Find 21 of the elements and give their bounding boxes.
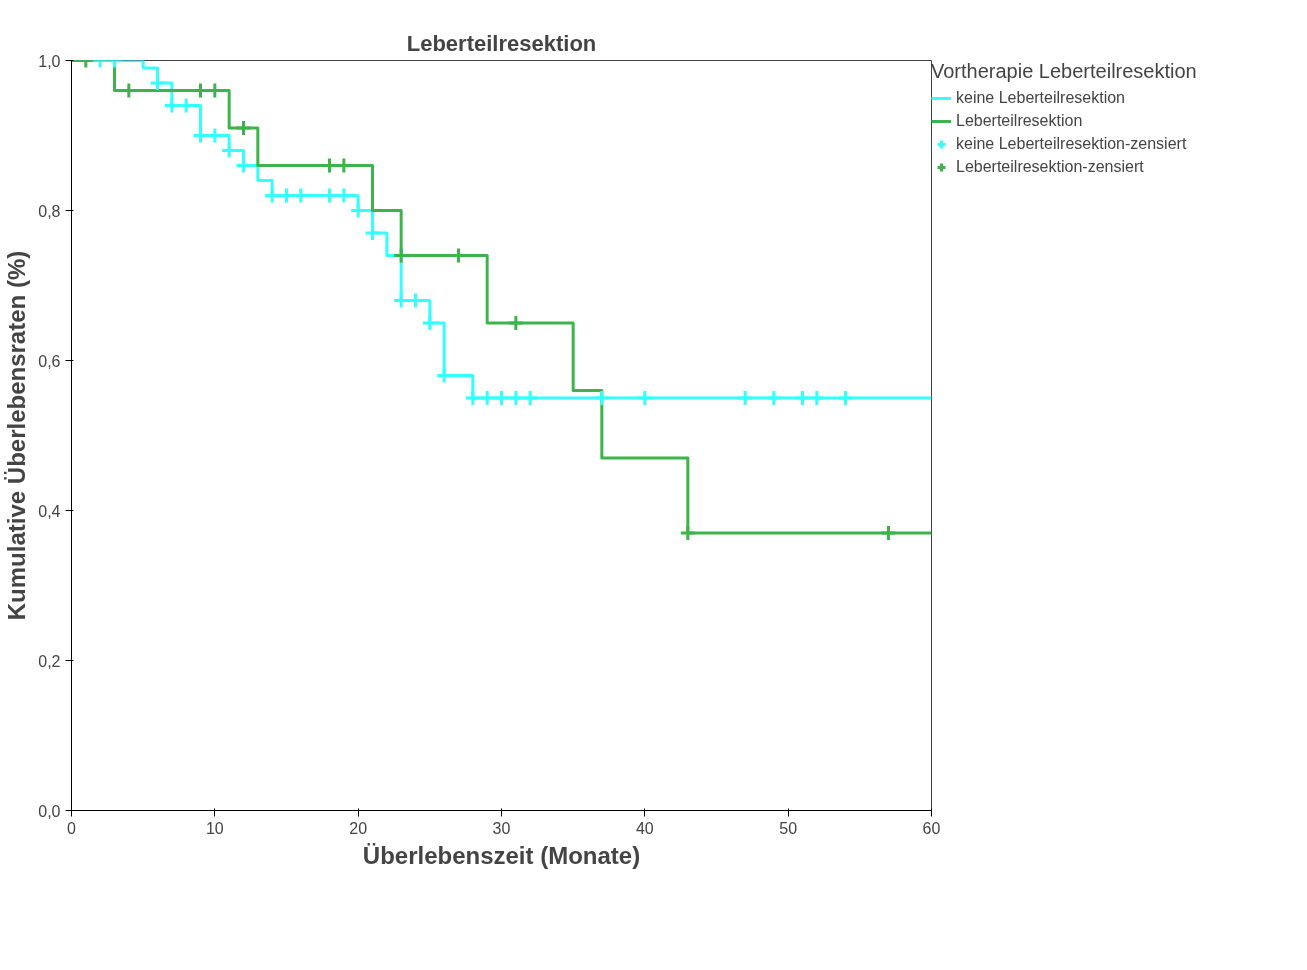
x-tick-label: 30 (492, 819, 511, 837)
x-tick-label: 0 (67, 819, 77, 837)
legend-title: Vortherapie Leberteilresektion (931, 60, 1197, 83)
x-tick-label: 20 (349, 819, 368, 837)
x-axis-title: Überlebenszeit (Monate) (362, 841, 641, 869)
legend-label: keine Leberteilresektion (956, 89, 1125, 107)
y-tick-label: 0,2 (38, 652, 61, 670)
x-tick-label: 60 (922, 819, 941, 837)
y-tick-label: 0,0 (38, 802, 61, 820)
y-tick-label: 1,0 (38, 52, 61, 70)
x-tick-label: 10 (205, 819, 224, 837)
y-axis-title: Kumulative Überlebensraten (%) (3, 250, 31, 621)
y-tick-label: 0,8 (38, 202, 61, 220)
legend-label: keine Leberteilresektion-zensiert (956, 135, 1187, 153)
x-tick-label: 40 (635, 819, 654, 837)
x-tick-label: 50 (779, 819, 798, 837)
legend-label: Leberteilresektion (956, 112, 1083, 130)
chart-title: Leberteilresektion (406, 30, 597, 56)
legend-label: Leberteilresektion-zensiert (956, 158, 1144, 176)
y-tick-label: 0,6 (38, 352, 61, 370)
y-tick-label: 0,4 (38, 502, 61, 520)
